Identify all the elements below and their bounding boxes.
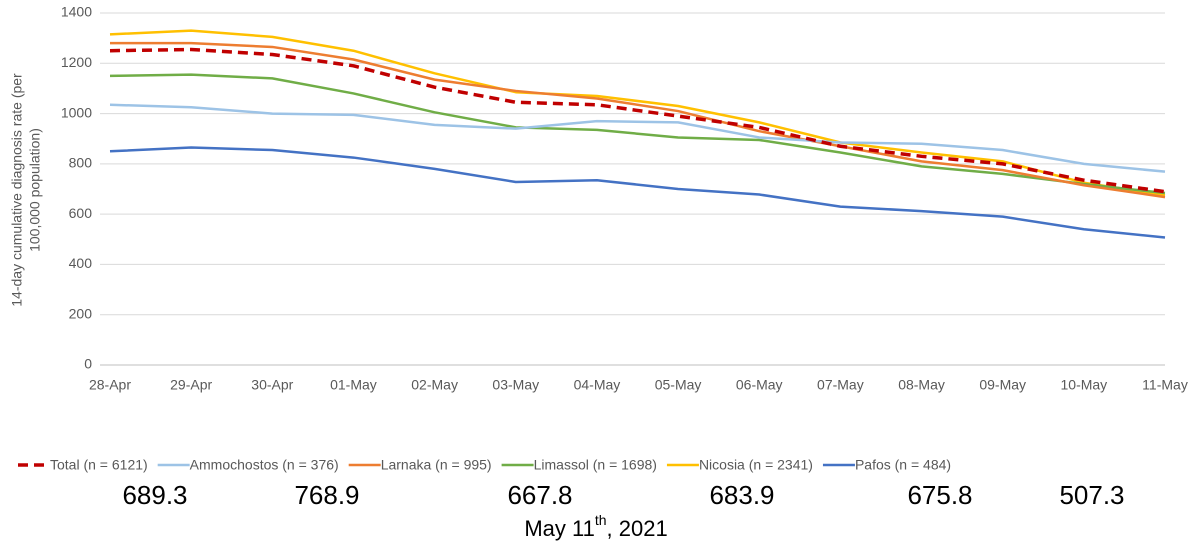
series-line: [109, 47, 1166, 194]
y-tick-label: 1000: [61, 104, 92, 120]
x-tick-label: 02-May: [411, 377, 458, 393]
x-tick-label: 04-May: [574, 377, 621, 393]
y-tick-label: 1200: [61, 54, 92, 70]
caption-rest: , 2021: [607, 516, 668, 541]
y-tick-label: 600: [69, 205, 93, 221]
x-tick-label: 30-Apr: [251, 377, 293, 393]
footer-value: 675.8: [907, 480, 972, 510]
footer-value: 683.9: [709, 480, 774, 510]
x-tick-label: 05-May: [655, 377, 702, 393]
caption: May 11th, 2021: [524, 512, 667, 541]
legend-label: Pafos (n = 484): [855, 457, 951, 473]
y-axis-label: 100,000 population): [27, 128, 43, 252]
x-tick-label: 03-May: [492, 377, 539, 393]
y-tick-label: 0: [84, 356, 92, 372]
y-axis-label: 14-day cumulative diagnosis rate (per: [9, 73, 25, 307]
x-tick-label: 28-Apr: [89, 377, 131, 393]
footer-value: 768.9: [294, 480, 359, 510]
caption-main: May 11: [524, 516, 595, 541]
y-tick-label: 1400: [61, 4, 92, 20]
x-tick-label: 08-May: [898, 377, 945, 393]
legend-label: Limassol (n = 1698): [534, 457, 657, 473]
x-tick-label: 11-May: [1142, 377, 1188, 393]
series-line: [109, 29, 1166, 197]
footer-value: 507.3: [1059, 480, 1124, 510]
x-tick-label: 01-May: [330, 377, 377, 393]
footer-value: 689.3: [122, 480, 187, 510]
x-tick-label: 29-Apr: [170, 377, 212, 393]
footer-value: 667.8: [507, 480, 572, 510]
y-tick-label: 400: [69, 255, 93, 271]
legend-label: Total (n = 6121): [50, 457, 148, 473]
x-tick-label: 09-May: [979, 377, 1026, 393]
caption-sup: th: [595, 512, 607, 528]
series-line: [109, 146, 1166, 239]
y-tick-label: 800: [69, 155, 93, 171]
x-tick-label: 10-May: [1061, 377, 1108, 393]
x-tick-label: 07-May: [817, 377, 864, 393]
series-line: [109, 103, 1166, 173]
series-line: [109, 73, 1166, 195]
y-tick-label: 200: [69, 305, 93, 321]
series-line: [110, 41, 1166, 199]
x-tick-label: 06-May: [736, 377, 783, 393]
legend-label: Ammochostos (n = 376): [190, 457, 339, 473]
legend-label: Larnaka (n = 995): [381, 457, 492, 473]
legend-label: Nicosia (n = 2341): [699, 457, 813, 473]
